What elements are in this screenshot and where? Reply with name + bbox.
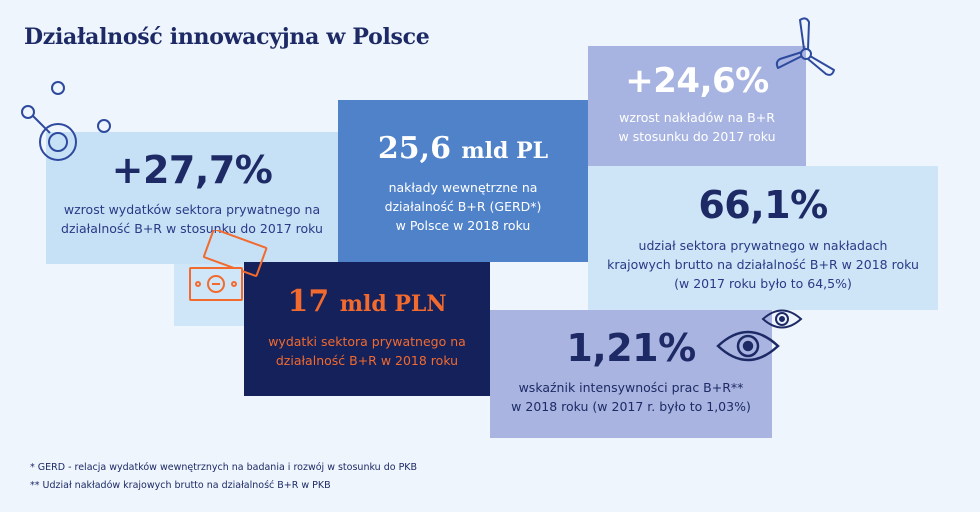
stat-desc: wzrost wydatków sektora prywatnego na — [63, 202, 321, 217]
stat-desc: działalność B+R (GERD*) — [384, 199, 542, 214]
stat-value: +24,6% — [625, 61, 769, 101]
stat-desc: wydatki sektora prywatnego na — [268, 334, 466, 349]
stat-desc: wzrost nakładów na B+R — [619, 110, 775, 125]
stat-desc: nakłady wewnętrzne na — [388, 180, 538, 195]
wind-turbine-icon — [775, 17, 835, 76]
eye-icon — [716, 330, 780, 362]
footnote: * GERD - relacja wydatków wewnętrznych n… — [30, 462, 418, 473]
money-icon — [189, 230, 268, 301]
stat-private-growth: +27,7% wzrost wydatków sektora prywatneg… — [46, 132, 338, 264]
stat-desc: działalność B+R w stosunku do 2017 roku — [61, 221, 323, 236]
stat-value: 1,21% — [566, 326, 696, 370]
stat-growth-br: +24,6% wzrost nakładów na B+R w stosunku… — [588, 46, 806, 166]
molecule-icon — [21, 81, 111, 161]
footnote: ** Udział nakładów krajowych brutto na d… — [30, 480, 331, 491]
stat-desc: (w 2017 roku było to 64,5%) — [674, 276, 852, 291]
stat-desc: wskaźnik intensywności prac B+R** — [518, 380, 744, 395]
stat-desc: krajowych brutto na działalność B+R w 20… — [607, 257, 919, 272]
stat-value: 17 mld PLN — [287, 284, 447, 319]
stat-value: 25,6 mld PL — [377, 131, 549, 166]
stat-desc: w 2018 roku (w 2017 r. było to 1,03%) — [511, 399, 751, 414]
stat-gerd: 25,6 mld PL nakłady wewnętrzne na działa… — [338, 100, 588, 262]
stat-private-share: 66,1% udział sektora prywatnego w nakład… — [588, 166, 938, 310]
eye-icon — [761, 309, 803, 329]
stat-desc: udział sektora prywatnego w nakładach — [638, 238, 888, 253]
page-title: Działalność innowacyjna w Polsce — [24, 24, 430, 50]
stat-desc: działalność B+R w 2018 roku — [275, 353, 459, 368]
stat-desc: w stosunku do 2017 roku — [618, 129, 776, 144]
stat-desc: w Polsce w 2018 roku — [395, 218, 531, 233]
stat-intensity: 1,21% wskaźnik intensywności prac B+R** … — [490, 310, 772, 438]
stat-private-spend: 17 mld PLN wydatki sektora prywatnego na… — [244, 262, 490, 396]
stat-value: +27,7% — [111, 148, 273, 192]
stat-value: 66,1% — [698, 183, 828, 227]
